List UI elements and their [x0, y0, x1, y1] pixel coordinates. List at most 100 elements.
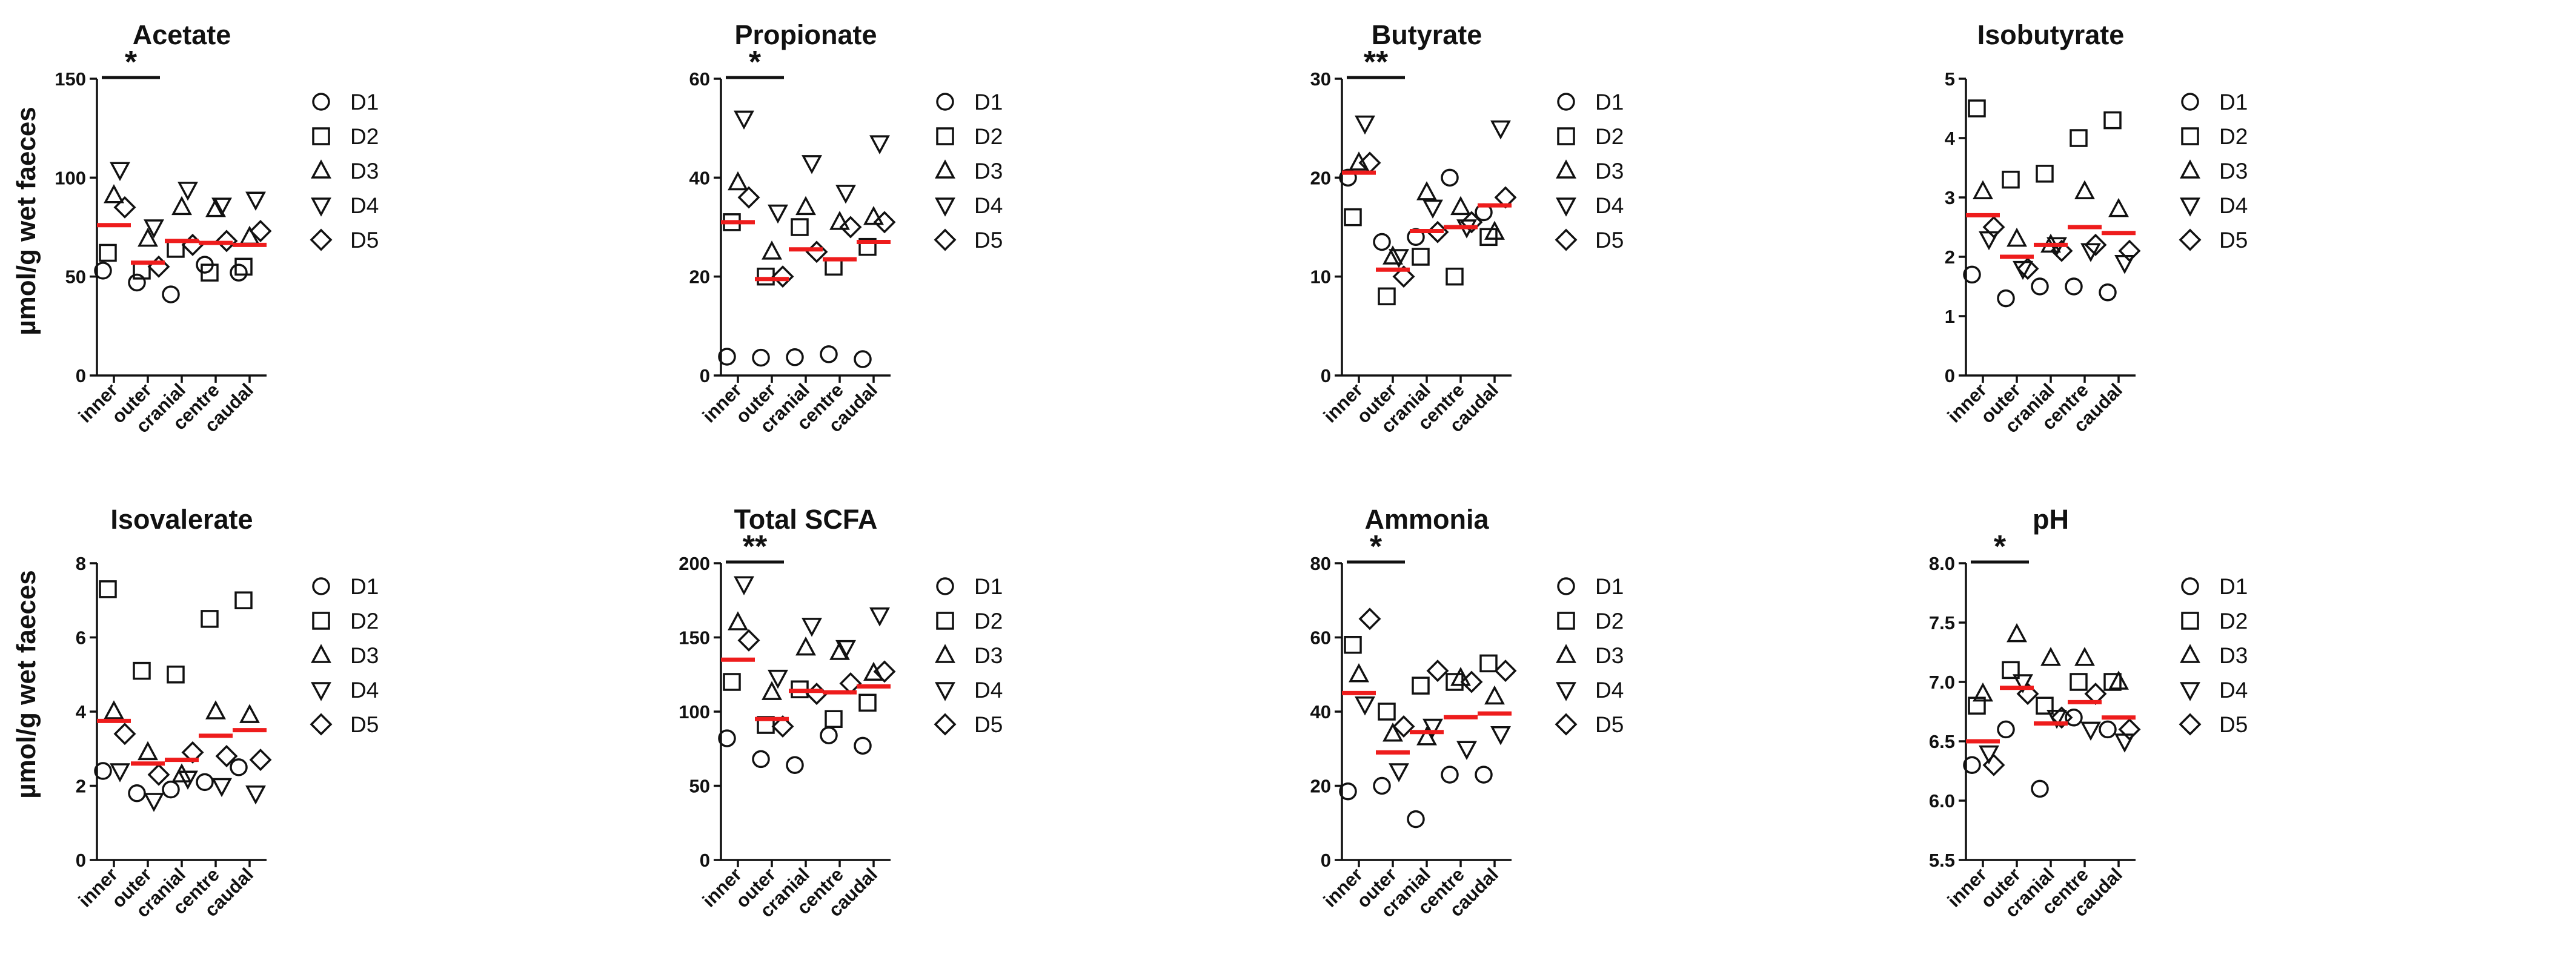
data-point-d4 — [1422, 199, 1443, 219]
significance-label: * — [749, 45, 762, 80]
data-point-d5 — [147, 255, 170, 278]
legend-label-d2: D2 — [2219, 124, 2248, 149]
data-point-d2 — [234, 257, 253, 276]
data-point-d1 — [2031, 779, 2049, 798]
legend-marker-d4 — [2180, 682, 2200, 701]
data-point-d2 — [133, 661, 151, 680]
legend-marker-d2 — [1557, 127, 1575, 145]
chart-title: Isovalerate — [110, 504, 253, 535]
chart-title: Isobutyrate — [1977, 19, 2125, 50]
data-point-d2 — [858, 237, 877, 256]
data-point-d4 — [245, 785, 266, 805]
legend-label-d1: D1 — [2219, 574, 2248, 599]
legend-label-d4: D4 — [974, 193, 1003, 218]
data-point-d4 — [1490, 120, 1511, 140]
data-point-d3 — [1383, 723, 1403, 742]
chart-title: Ammonia — [1364, 504, 1489, 535]
legend-label-d3: D3 — [1595, 159, 1624, 184]
data-point-d4 — [1355, 115, 1375, 135]
legend-marker-d2 — [936, 612, 954, 630]
legend-marker-d4 — [1556, 197, 1576, 217]
y-tick-label: 150 — [679, 627, 710, 649]
data-point-d5 — [2016, 683, 2039, 706]
y-tick-label: 60 — [689, 68, 710, 90]
legend-label-d5: D5 — [350, 228, 379, 253]
data-point-d1 — [2031, 277, 2049, 296]
data-point-d5 — [737, 629, 760, 652]
data-point-d3 — [171, 763, 192, 782]
data-point-d4 — [802, 155, 822, 174]
panel-isobutyrate: Isobutyrate012345inneroutercranialcentre… — [1944, 19, 2248, 437]
data-point-d1 — [94, 262, 112, 280]
data-point-d5 — [249, 220, 272, 243]
y-tick-label: 20 — [1310, 167, 1331, 188]
y-tick-label: 0 — [1321, 850, 1331, 871]
y-tick-label: 100 — [679, 701, 710, 723]
data-point-d3 — [2040, 647, 2061, 666]
chart-title: pH — [2033, 504, 2069, 535]
data-point-d3 — [762, 240, 782, 260]
data-point-d1 — [1373, 233, 1391, 251]
legend: D1 D2 D3 D4 D5 — [1555, 90, 1624, 253]
y-axis-label-bottom: µmol/g wet faeces — [12, 570, 41, 798]
data-point-d3 — [762, 681, 782, 700]
data-point-d1 — [752, 750, 770, 769]
legend-marker-d5 — [2179, 713, 2202, 736]
data-point-d1 — [2065, 277, 2083, 296]
legend-marker-d3 — [2180, 644, 2200, 663]
y-tick-label: 6.5 — [1929, 731, 1955, 752]
data-point-d5 — [215, 230, 238, 253]
data-point-d3 — [728, 611, 748, 630]
data-point-d5 — [1426, 660, 1449, 683]
data-point-d4 — [110, 763, 130, 782]
data-point-d2 — [1344, 636, 1362, 654]
data-point-d3 — [205, 197, 226, 217]
y-tick-label: 8.0 — [1929, 553, 1955, 574]
y-tick-label: 4 — [1945, 128, 1956, 149]
legend-label-d2: D2 — [2219, 609, 2248, 633]
data-point-d2 — [858, 693, 877, 712]
data-point-d1 — [2065, 709, 2083, 727]
data-point-d1 — [128, 784, 146, 802]
data-point-d4 — [1389, 763, 1409, 782]
data-point-d1 — [230, 758, 248, 776]
data-point-d4 — [178, 182, 198, 201]
data-point-d1 — [1339, 782, 1357, 801]
legend-label-d2: D2 — [350, 124, 379, 149]
data-point-d3 — [104, 184, 124, 203]
data-point-d5 — [2050, 706, 2073, 729]
data-point-d5 — [113, 196, 136, 219]
chart-title: Total SCFA — [734, 504, 878, 535]
y-tick-label: 7.0 — [1929, 672, 1955, 693]
data-point-d2 — [99, 243, 117, 262]
data-point-d3 — [1450, 667, 1471, 686]
data-point-d1 — [196, 773, 214, 792]
y-tick-label: 150 — [55, 68, 86, 90]
data-point-d2 — [2002, 661, 2020, 680]
y-tick-label: 60 — [1310, 627, 1331, 649]
data-point-d3 — [1484, 220, 1505, 240]
data-point-d3 — [1450, 196, 1471, 216]
data-point-d3 — [138, 227, 158, 247]
data-point-d4 — [802, 618, 822, 637]
y-tick-label: 0 — [76, 850, 86, 871]
data-point-d1 — [718, 729, 736, 747]
data-point-d3 — [239, 704, 260, 723]
legend-label-d3: D3 — [350, 643, 379, 668]
y-tick-label: 80 — [1310, 553, 1331, 574]
legend-marker-d1 — [936, 93, 954, 111]
data-point-d2 — [723, 673, 741, 691]
panel-ph: pH5.56.06.57.07.58.0inneroutercranialcen… — [1929, 504, 2248, 922]
data-point-d1 — [1963, 756, 1981, 774]
legend-marker-d1 — [312, 577, 330, 595]
data-point-d1 — [854, 736, 872, 755]
data-point-d4 — [110, 162, 130, 181]
data-point-d4 — [245, 191, 266, 211]
y-tick-label: 30 — [1310, 68, 1331, 90]
y-tick-label: 40 — [689, 167, 710, 188]
data-point-d1 — [1373, 776, 1391, 795]
data-point-d4 — [835, 185, 856, 204]
legend-marker-d1 — [1557, 577, 1575, 595]
data-point-d4 — [178, 770, 198, 790]
